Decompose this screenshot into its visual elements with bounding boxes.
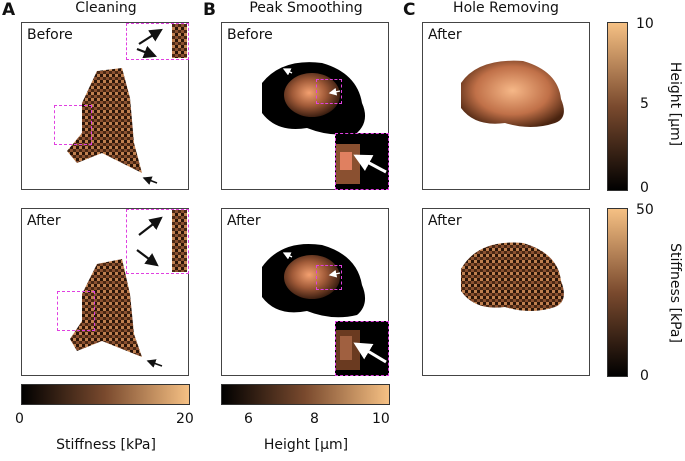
panel-letter-a: A — [2, 0, 16, 20]
tag-after: After — [227, 213, 261, 229]
tick-label: 10 — [636, 16, 654, 32]
cell-map-height — [262, 243, 366, 318]
colorbar-label: Stiffness [kPa] — [667, 243, 683, 343]
zoom-inset — [335, 133, 389, 190]
tag-after: After — [428, 27, 462, 43]
arrow-icon — [136, 45, 158, 58]
arrow-icon — [138, 216, 163, 236]
image-a-before: Before — [21, 22, 189, 190]
tag-after: After — [27, 213, 61, 229]
tag-before: Before — [227, 27, 273, 43]
panel-title-c: Hole Removing — [453, 0, 559, 16]
colorbar-height-vertical — [607, 22, 628, 191]
zoom-inset — [335, 321, 389, 376]
tick-label: 10 — [372, 411, 390, 427]
arrow-icon — [136, 249, 159, 267]
zoom-inset — [126, 209, 189, 274]
tick-label: 20 — [176, 411, 194, 427]
zoom-region-marker — [316, 79, 342, 104]
image-c-stiffness: After — [422, 208, 590, 376]
arrow-icon — [353, 342, 387, 364]
tick-label: 8 — [310, 411, 319, 427]
colorbar-stiffness-horizontal — [21, 384, 190, 405]
arrow-icon — [138, 28, 163, 45]
zoom-region-marker — [54, 105, 92, 145]
panel-letter-b: B — [203, 0, 216, 20]
colorbar-label: Height [μm] — [263, 437, 349, 453]
cell-map-height — [262, 62, 366, 135]
zoom-inset — [126, 23, 189, 60]
panel-title-b: Peak Smoothing — [249, 0, 363, 16]
colorbar-label: Height [μm] — [667, 61, 683, 147]
tick-label: 0 — [15, 411, 24, 427]
colorbar-stiffness-vertical — [607, 208, 628, 377]
cell-map-stiffness — [67, 68, 158, 185]
colorbar-label: Stiffness [kPa] — [56, 437, 156, 453]
zoom-region-marker — [57, 291, 95, 331]
tick-label: 0 — [640, 368, 649, 384]
cell-map-stiffness — [461, 242, 564, 311]
tag-after: After — [428, 213, 462, 229]
tick-label: 50 — [636, 202, 654, 218]
tick-label: 5 — [640, 96, 649, 112]
tag-before: Before — [27, 27, 73, 43]
colorbar-height-horizontal — [221, 384, 390, 405]
panel-letter-c: C — [403, 0, 416, 20]
tick-label: 6 — [244, 411, 253, 427]
image-b-before: Before — [221, 22, 389, 190]
image-b-after: After — [221, 208, 389, 376]
zoom-region-marker — [316, 265, 342, 290]
image-a-after: After — [21, 208, 189, 376]
cell-map-height — [461, 60, 564, 127]
arrow-icon — [353, 154, 387, 174]
image-c-height: After — [422, 22, 590, 190]
panel-title-a: Cleaning — [75, 0, 137, 16]
cell-map-stiffness — [70, 259, 163, 368]
tick-label: 0 — [640, 180, 649, 196]
